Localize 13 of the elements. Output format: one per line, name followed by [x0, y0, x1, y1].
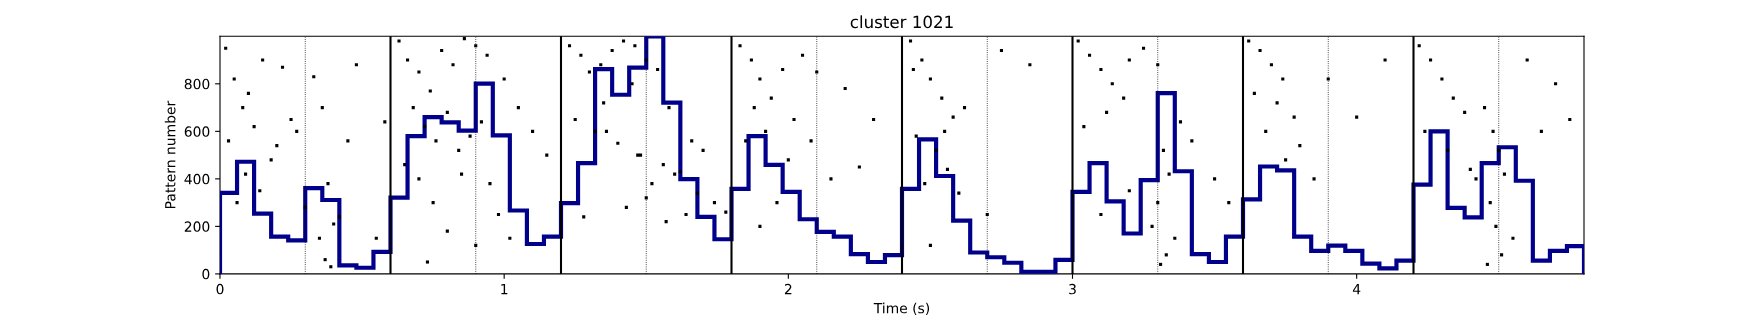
y-tick-label: 0 — [202, 268, 210, 280]
chart-title: cluster 1021 — [850, 15, 953, 29]
x-tick-label: 0 — [216, 283, 224, 295]
y-tick-label: 400 — [184, 173, 210, 185]
x-axis-title: Time (s) — [873, 302, 930, 315]
x-tick-label: 3 — [1069, 283, 1076, 295]
x-tick-label: 4 — [1352, 284, 1361, 295]
y-tick-label: 600 — [184, 126, 210, 137]
x-tick-label: 1 — [501, 284, 508, 295]
y-tick-label: 200 — [184, 221, 210, 232]
y-axis-title: Pattern number — [164, 100, 176, 209]
y-tick-label: 800 — [184, 78, 210, 90]
x-tick-label: 2 — [784, 283, 792, 295]
